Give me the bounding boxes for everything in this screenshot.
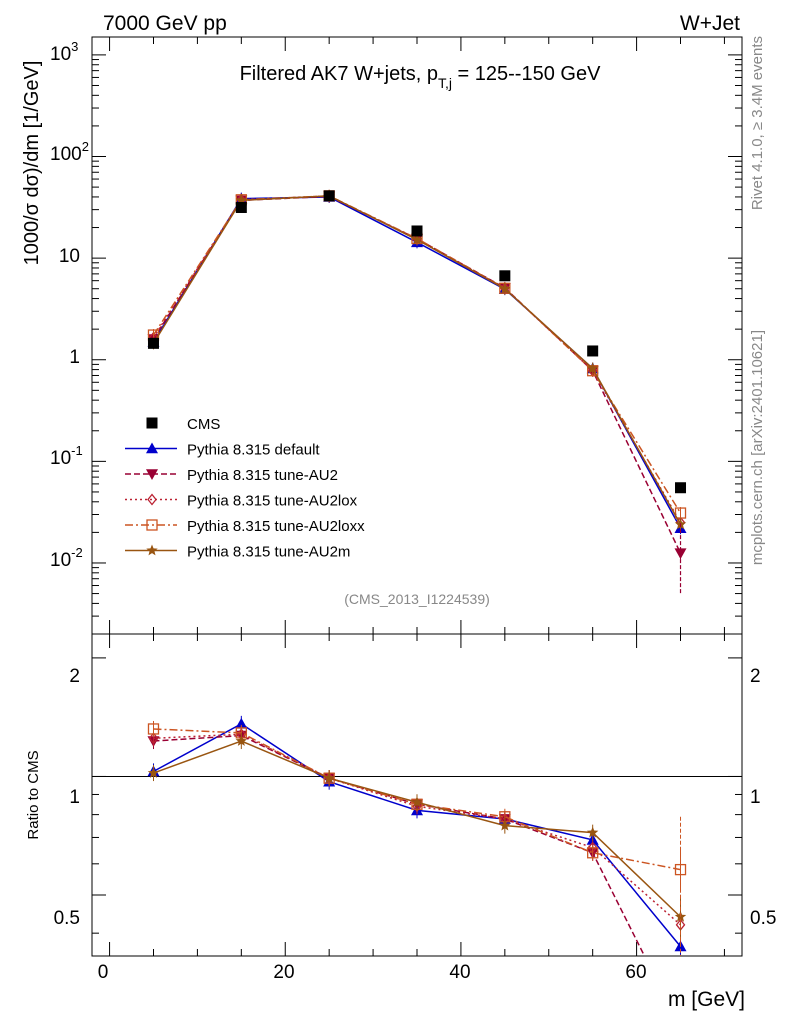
ratio-point xyxy=(323,772,335,784)
legend-label-4: Pythia 8.315 tune-AU2m xyxy=(187,544,350,561)
ratio-tick-0.5-left: 0.5 xyxy=(54,908,80,929)
data-point xyxy=(323,190,335,202)
ratio-plot xyxy=(147,715,687,956)
legend-entry-3: Pythia 8.315 tune-AU2lox xyxy=(125,493,358,510)
legend-label-1: Pythia 8.315 tune-AU2 xyxy=(187,467,338,484)
ratio-y-tick-labels: 0.5 1 2 0.5 1 2 xyxy=(54,666,777,929)
legend-label-2: Pythia 8.315 tune-AU2lox xyxy=(187,493,358,510)
x-tick-label-0: 0 xyxy=(98,962,109,983)
title-rest: = 125--150 GeV xyxy=(452,63,601,85)
legend-label-3: Pythia 8.315 tune-AU2loxx xyxy=(187,518,365,535)
main-y-tick-labels: 10-2 10-1 1 10 1002 103 xyxy=(50,39,89,571)
legend-entry-1: Pythia 8.315 default xyxy=(125,442,320,459)
legend-entry-0: CMS xyxy=(146,416,220,433)
ratio-series-4 xyxy=(147,733,687,939)
ratio-line-4 xyxy=(153,740,682,918)
data-point xyxy=(587,345,599,357)
ratio-tick-2-left: 2 xyxy=(69,666,80,687)
header-right: W+Jet xyxy=(680,12,740,35)
legend-marker-1 xyxy=(146,469,158,480)
y-tick-label-1e3: 103 xyxy=(50,39,78,65)
ratio-tick-1-left: 1 xyxy=(69,787,80,808)
rivet-label: Rivet 4.1.0, ≥ 3.4M events xyxy=(749,36,766,210)
y-tick-label-10: 10 xyxy=(59,246,80,267)
legend-marker-3 xyxy=(146,519,158,531)
mcplots-label: mcplots.cern.ch [arXiv:2401.10621] xyxy=(749,330,766,565)
ratio-point xyxy=(587,847,599,859)
y-tick-label-1: 1 xyxy=(69,347,80,368)
legend-marker-4 xyxy=(146,544,158,556)
series-point xyxy=(411,233,423,245)
x-tick-label-60: 60 xyxy=(625,962,646,983)
ratio-point xyxy=(499,819,511,831)
ratio-point xyxy=(148,732,159,745)
legend-entry-5: Pythia 8.315 tune-AU2m xyxy=(125,544,350,561)
title-subscript: T,j xyxy=(438,75,452,91)
y-tick-label-1e-2: 10-2 xyxy=(50,545,83,571)
ratio-tick-0.5-right: 0.5 xyxy=(750,908,776,929)
legend: CMS Pythia 8.315 default Pythia 8.315 tune… xyxy=(125,416,365,561)
x-tick-label-20: 20 xyxy=(273,962,294,983)
ratio-line-1 xyxy=(153,734,646,956)
x-tick-labels: 0 20 40 60 xyxy=(98,962,647,983)
chart-title: Filtered AK7 W+jets, pT,j = 125--150 GeV xyxy=(240,63,602,91)
ratio-series-1 xyxy=(147,727,646,956)
analysis-id: (CMS_2013_I1224539) xyxy=(344,591,490,607)
ratio-point xyxy=(147,723,160,735)
axis-ticks xyxy=(92,37,742,956)
ratio-series-0 xyxy=(147,715,687,956)
ratio-tick-2-right: 2 xyxy=(750,666,761,687)
header-left: 7000 GeV pp xyxy=(103,12,227,35)
data-point xyxy=(147,337,159,349)
legend-marker-0 xyxy=(146,442,158,454)
ratio-point xyxy=(586,826,599,838)
x-axis-label: m [GeV] xyxy=(668,988,745,1011)
legend-marker-2 xyxy=(147,493,157,506)
series-point xyxy=(586,362,599,374)
data-series xyxy=(147,190,687,494)
series-point xyxy=(235,194,248,206)
ratio-line-0 xyxy=(153,722,682,947)
ratio-point xyxy=(235,735,248,746)
y-tick-label-1e-1: 10-1 xyxy=(50,443,83,469)
ratio-axis-label: Ratio to CMS xyxy=(25,750,42,839)
ratio-tick-1-right: 1 xyxy=(750,787,761,808)
legend-entry-4: Pythia 8.315 tune-AU2loxx xyxy=(125,518,365,535)
data-point xyxy=(499,270,511,282)
ratio-series-2 xyxy=(148,726,686,947)
ratio-point xyxy=(411,796,423,808)
ratio-point xyxy=(147,767,160,778)
series-point xyxy=(674,507,687,519)
y-tick-label-1e2: 1002 xyxy=(50,139,89,165)
legend-marker-data xyxy=(146,417,158,429)
ratio-point xyxy=(235,717,248,729)
y-axis-label: 1000/σ dσ)/dm [1/GeV] xyxy=(21,61,43,266)
data-point xyxy=(235,201,247,213)
data-point xyxy=(675,482,687,494)
legend-entry-2: Pythia 8.315 tune-AU2 xyxy=(125,467,338,484)
main-plot xyxy=(147,189,687,594)
data-point xyxy=(411,225,423,237)
legend-label-data: CMS xyxy=(187,416,220,433)
legend-label-0: Pythia 8.315 default xyxy=(187,442,320,459)
series-point xyxy=(499,282,511,294)
ratio-line-2 xyxy=(153,733,682,926)
title-main: Filtered AK7 W+jets, p xyxy=(240,63,438,85)
x-tick-label-40: 40 xyxy=(449,962,470,983)
